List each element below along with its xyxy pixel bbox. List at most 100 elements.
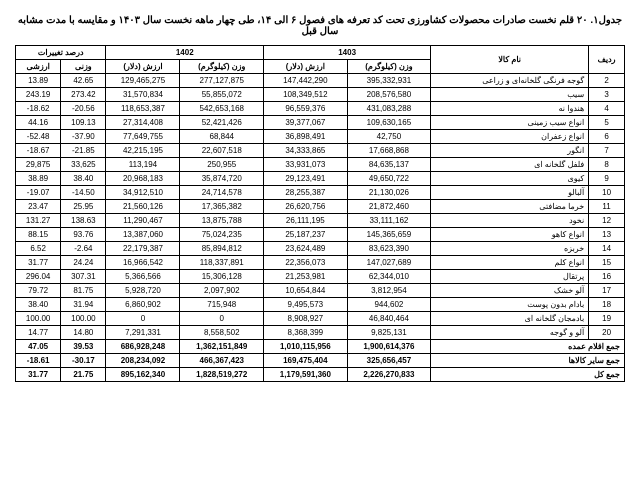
table-row: 13انواع کاهو145,365,65925,187,23775,024,…: [16, 228, 625, 242]
cell-pw: 100.00: [61, 312, 106, 326]
cell-v1402: 208,234,092: [106, 354, 180, 368]
cell-w1402: 0: [180, 312, 264, 326]
cell-v1402: 118,653,387: [106, 102, 180, 116]
table-row: 17آلو خشک3,812,95410,654,8442,097,9025,9…: [16, 284, 625, 298]
cell-v1402: 77,649,755: [106, 130, 180, 144]
cell-pv: -18.67: [16, 144, 61, 158]
cell-v1403: 22,356,073: [264, 256, 348, 270]
cell-w1403: 17,668,868: [347, 144, 431, 158]
cell-v1403: 8,908,927: [264, 312, 348, 326]
cell-name: آلبالو: [431, 186, 589, 200]
cell-v1403: 26,620,756: [264, 200, 348, 214]
cell-name: بادمجان گلخانه ای: [431, 312, 589, 326]
cell-pv: 38.40: [16, 298, 61, 312]
cell-w1402: 13,875,788: [180, 214, 264, 228]
table-row: 12نخود33,111,16226,111,19513,875,78811,2…: [16, 214, 625, 228]
cell-v1403: 29,123,491: [264, 172, 348, 186]
cell-w1402: 1,828,519,272: [180, 368, 264, 382]
cell-w1403: 84,635,137: [347, 158, 431, 172]
cell-no: 6: [589, 130, 625, 144]
cell-pv: 47.05: [16, 340, 61, 354]
cell-v1402: 34,912,510: [106, 186, 180, 200]
cell-v1402: 20,968,183: [106, 172, 180, 186]
cell-v1403: 34,333,865: [264, 144, 348, 158]
cell-pv: 88.15: [16, 228, 61, 242]
cell-name: انگور: [431, 144, 589, 158]
cell-pv: 38.89: [16, 172, 61, 186]
cell-w1402: 22,607,518: [180, 144, 264, 158]
cell-name: انواع سیب زمینی: [431, 116, 589, 130]
cell-w1402: 24,714,578: [180, 186, 264, 200]
cell-pw: -2.64: [61, 242, 106, 256]
table-row: 16پرتقال62,344,01021,253,98115,306,1285,…: [16, 270, 625, 284]
cell-no: 7: [589, 144, 625, 158]
cell-pv: -18.61: [16, 354, 61, 368]
cell-no: 15: [589, 256, 625, 270]
table-row: 4هندوا نه431,083,28896,559,376542,653,16…: [16, 102, 625, 116]
table-row: 14خربزه83,623,39023,624,48985,894,81222,…: [16, 242, 625, 256]
cell-no: 14: [589, 242, 625, 256]
cell-no: 11: [589, 200, 625, 214]
col-name: نام کالا: [431, 46, 589, 74]
cell-name: گوجه فرنگی گلخانه‌ای و زراعی: [431, 74, 589, 88]
cell-pv: 23.47: [16, 200, 61, 214]
col-w1402: وزن (کیلوگرم): [180, 60, 264, 74]
cell-total-name: جمع اقلام عمده: [431, 340, 625, 354]
cell-v1402: 129,465,275: [106, 74, 180, 88]
cell-w1402: 1,362,151,849: [180, 340, 264, 354]
cell-total-name: جمع کل: [431, 368, 625, 382]
cell-w1402: 2,097,902: [180, 284, 264, 298]
cell-pw: 109.13: [61, 116, 106, 130]
cell-pv: -19.07: [16, 186, 61, 200]
cell-w1402: 542,653,168: [180, 102, 264, 116]
cell-pw: -37.90: [61, 130, 106, 144]
table-row: 20آلو و گوجه9,825,1318,368,3998,558,5027…: [16, 326, 625, 340]
cell-name: نخود: [431, 214, 589, 228]
cell-no: 17: [589, 284, 625, 298]
cell-w1403: 33,111,162: [347, 214, 431, 228]
cell-v1403: 23,624,489: [264, 242, 348, 256]
cell-pv: 79.72: [16, 284, 61, 298]
cell-v1402: 0: [106, 312, 180, 326]
cell-v1402: 6,860,902: [106, 298, 180, 312]
cell-no: 10: [589, 186, 625, 200]
cell-v1403: 21,253,981: [264, 270, 348, 284]
total-row: جمع کل2,226,270,8331,179,591,3601,828,51…: [16, 368, 625, 382]
cell-pv: 6.52: [16, 242, 61, 256]
total-row: جمع اقلام عمده1,900,614,3761,010,115,956…: [16, 340, 625, 354]
cell-no: 9: [589, 172, 625, 186]
cell-v1402: 5,366,566: [106, 270, 180, 284]
cell-no: 3: [589, 88, 625, 102]
cell-v1402: 27,314,408: [106, 116, 180, 130]
cell-w1403: 147,027,689: [347, 256, 431, 270]
cell-w1403: 431,083,288: [347, 102, 431, 116]
cell-name: کیوی: [431, 172, 589, 186]
cell-v1403: 28,255,387: [264, 186, 348, 200]
cell-v1403: 36,898,491: [264, 130, 348, 144]
cell-pv: -52.48: [16, 130, 61, 144]
cell-v1402: 686,928,248: [106, 340, 180, 354]
cell-w1402: 68,844: [180, 130, 264, 144]
cell-v1402: 113,194: [106, 158, 180, 172]
cell-w1403: 2,226,270,833: [347, 368, 431, 382]
cell-pw: 38.40: [61, 172, 106, 186]
cell-v1403: 108,349,512: [264, 88, 348, 102]
cell-v1403: 25,187,237: [264, 228, 348, 242]
cell-pw: 39.53: [61, 340, 106, 354]
cell-v1402: 21,560,126: [106, 200, 180, 214]
cell-w1402: 85,894,812: [180, 242, 264, 256]
cell-w1403: 42,750: [347, 130, 431, 144]
cell-w1403: 1,900,614,376: [347, 340, 431, 354]
cell-pw: -30.17: [61, 354, 106, 368]
cell-pw: 21.75: [61, 368, 106, 382]
cell-pw: -14.50: [61, 186, 106, 200]
cell-pw: 81.75: [61, 284, 106, 298]
cell-w1403: 395,332,931: [347, 74, 431, 88]
cell-w1403: 325,656,457: [347, 354, 431, 368]
cell-pw: 33,625: [61, 158, 106, 172]
cell-pv: 100.00: [16, 312, 61, 326]
cell-v1402: 7,291,331: [106, 326, 180, 340]
col-w1403: وزن (کیلوگرم): [347, 60, 431, 74]
cell-pv: 131.27: [16, 214, 61, 228]
cell-pv: 31.77: [16, 256, 61, 270]
